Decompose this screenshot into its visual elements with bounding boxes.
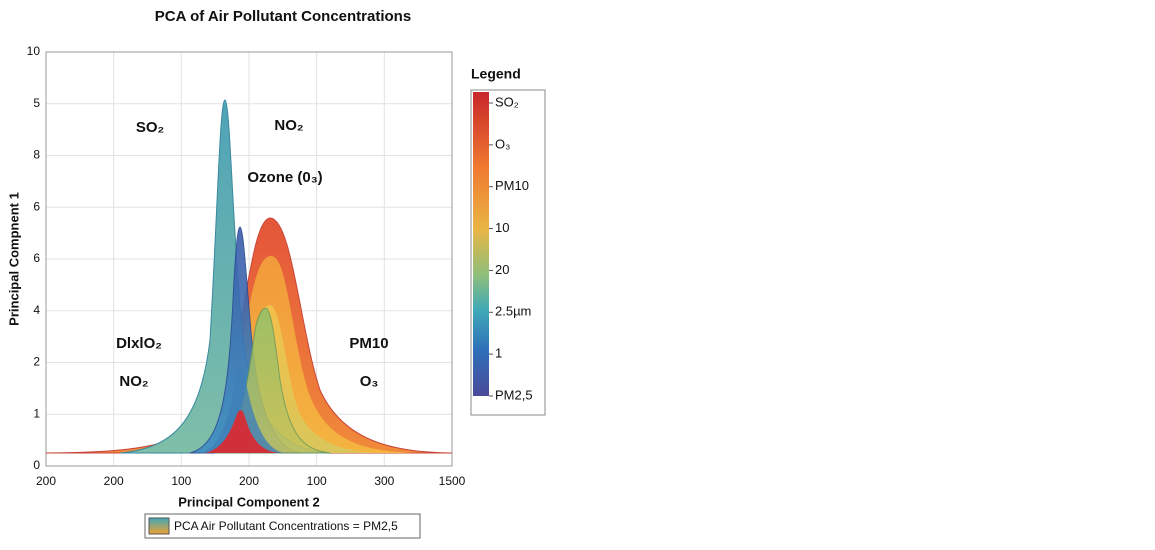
caption-box <box>144 513 421 539</box>
annotation: PM10 <box>349 335 388 352</box>
plot-frame <box>45 51 453 467</box>
x-tick-label: 200 <box>239 474 259 488</box>
annotation: Ozone (0₃) <box>247 169 322 186</box>
curves <box>45 99 453 454</box>
annotation: O₃ <box>360 373 379 390</box>
y-tick-label: 10 <box>27 44 41 58</box>
y-tick-label: 0 <box>33 458 40 472</box>
legend-title: Legend <box>471 66 521 82</box>
caption: PCA Air Pollutant Concentrations = PM2,5 <box>174 519 398 533</box>
y-tick-label: 6 <box>33 199 40 213</box>
x-tick-label: 1500 <box>439 474 466 488</box>
curve <box>200 366 285 453</box>
legend-colorbar <box>473 92 489 396</box>
x-tick-label: 300 <box>374 474 394 488</box>
annotation: SO₂ <box>136 119 164 136</box>
legend-label: 2.5µm <box>495 304 531 319</box>
x-tick-label: 100 <box>307 474 327 488</box>
x-tick-label: 100 <box>171 474 191 488</box>
y-tick-label: 1 <box>33 406 40 420</box>
y-tick-label: 6 <box>33 251 40 265</box>
chart-title: PCA of Air Pollutant Concentrations <box>155 8 411 25</box>
legend-label: PM2,5 <box>495 387 533 402</box>
annotation: NO₂ <box>119 373 148 390</box>
legend-label: 20 <box>495 262 509 277</box>
annotation: NO₂ <box>274 117 303 134</box>
y-axis-label: Principal Compnent 1 <box>6 192 21 326</box>
legend-label: SO₂ <box>495 94 519 109</box>
y-tick-label: 5 <box>33 96 40 110</box>
x-axis-label: Principal Component 2 <box>178 494 320 509</box>
legend-label: 10 <box>495 220 509 235</box>
x-tick-label: 200 <box>36 474 56 488</box>
caption-swatch <box>148 517 170 535</box>
curve <box>205 410 280 453</box>
annotation: DlxlO₂ <box>116 335 162 352</box>
y-tick-label: 8 <box>33 148 40 162</box>
legend: SO₂ O₃ PM10 10 20 2.5µm 1 PM2,5 <box>489 94 533 402</box>
legend-label: O₃ <box>495 136 510 151</box>
y-tick-label: 4 <box>33 303 40 317</box>
x-tick-label: 200 <box>104 474 124 488</box>
legend-label: PM10 <box>495 178 529 193</box>
legend-label: 1 <box>495 346 502 361</box>
y-tick-label: 2 <box>33 355 40 369</box>
